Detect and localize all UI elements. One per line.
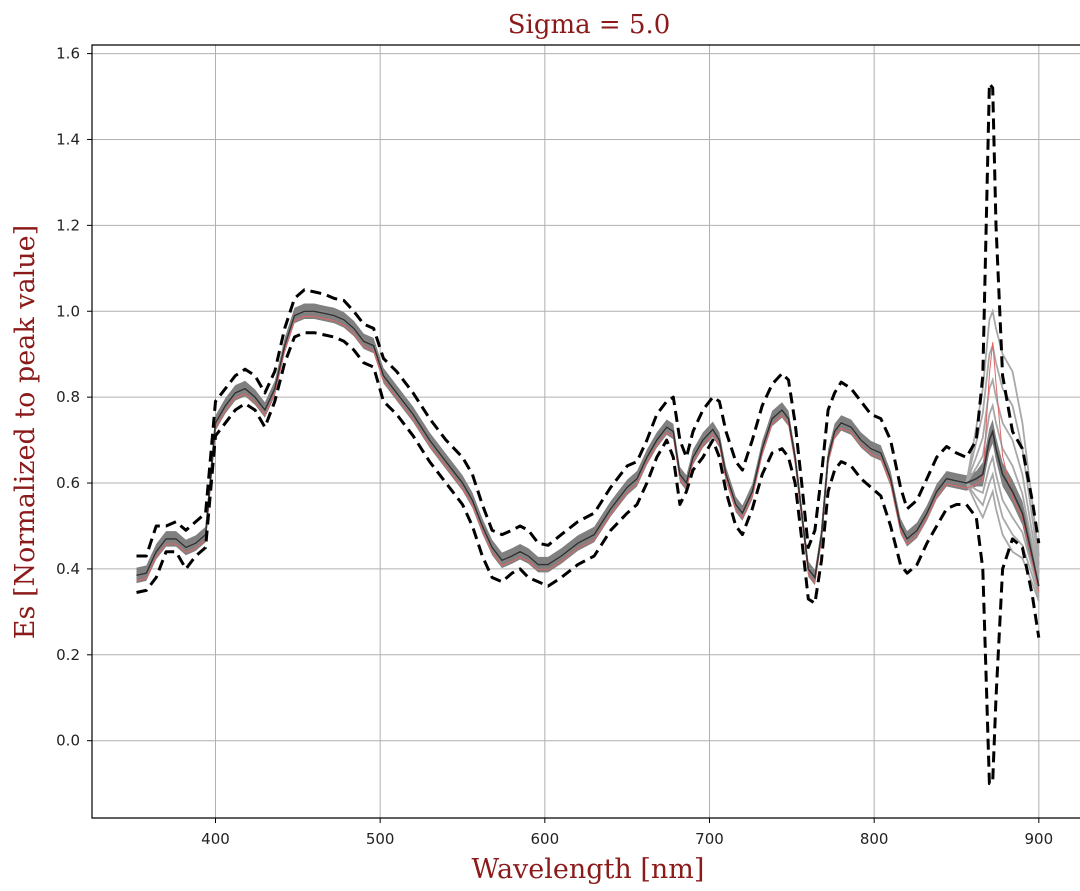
x-tick-label: 500	[366, 830, 395, 848]
x-tick-label: 600	[531, 830, 560, 848]
x-tick-label: 700	[695, 830, 724, 848]
chart-title: Sigma = 5.0	[508, 10, 671, 40]
ensemble-band	[136, 303, 1039, 599]
reference-curve	[136, 315, 1040, 592]
grid	[92, 45, 1080, 818]
x-tick-label: 800	[860, 830, 889, 848]
x-axis-label: Wavelength [nm]	[472, 854, 705, 885]
y-tick-label: 0.4	[56, 560, 80, 578]
y-tick-label: 0.2	[56, 646, 80, 664]
mean-curve	[136, 310, 1040, 587]
member-curve	[136, 310, 1040, 593]
plot-frame	[91, 44, 1080, 819]
lower-bound-curve	[136, 331, 1041, 786]
x-tick-label: 900	[1025, 830, 1054, 848]
y-tick-label: 1.2	[56, 216, 80, 234]
y-axis-label: Es [Normalized to peak value]	[10, 225, 41, 639]
y-tick-label: 0.8	[56, 388, 80, 406]
member-curve	[136, 310, 1040, 602]
member-curve	[136, 310, 1040, 598]
x-tick-label: 400	[201, 830, 230, 848]
y-tick-label: 0.6	[56, 474, 80, 492]
upper-bound-curve	[136, 82, 1041, 558]
y-tick-label: 0.0	[56, 732, 80, 750]
series-layer	[136, 82, 1041, 786]
ticks: 400 500 600 700 800 900 0.0 0.2 0.4 0.6 0.8 1.0 1.2 1…	[56, 45, 1053, 848]
y-tick-label: 1.6	[56, 45, 80, 63]
y-tick-label: 1.0	[56, 302, 80, 320]
y-tick-label: 1.4	[56, 130, 80, 148]
